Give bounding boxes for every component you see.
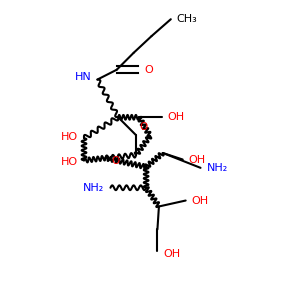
Text: OH: OH <box>192 196 209 206</box>
Text: O: O <box>144 65 153 75</box>
Text: CH₃: CH₃ <box>177 14 197 24</box>
Text: HO: HO <box>61 157 78 167</box>
Text: HN: HN <box>75 72 92 82</box>
Text: O: O <box>111 156 120 166</box>
Text: NH₂: NH₂ <box>206 163 228 173</box>
Text: OH: OH <box>189 154 206 164</box>
Text: NH₂: NH₂ <box>83 183 104 193</box>
Text: HO: HO <box>61 132 78 142</box>
Text: OH: OH <box>164 249 181 259</box>
Text: OH: OH <box>168 112 185 122</box>
Text: O: O <box>139 122 147 132</box>
